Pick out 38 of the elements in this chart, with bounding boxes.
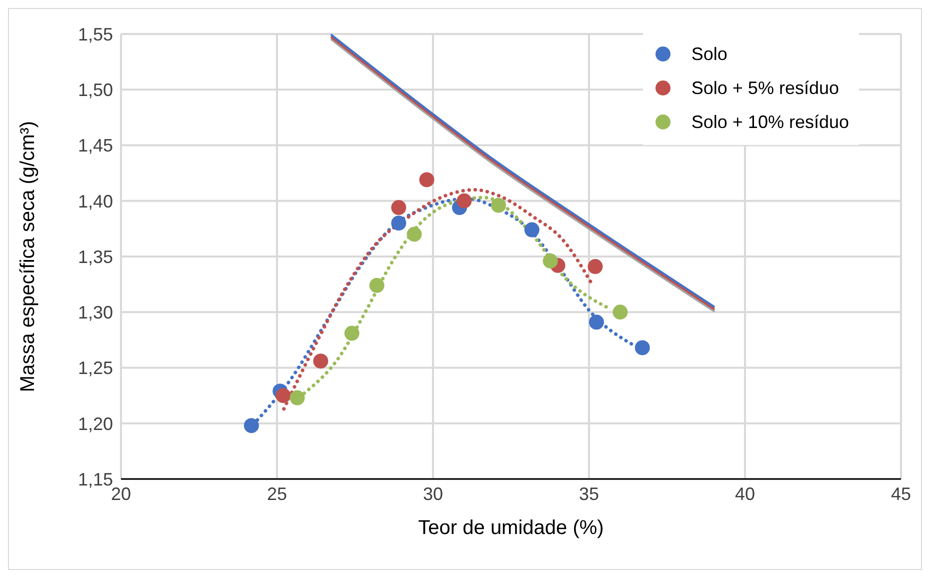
y-tick-label: 1,55 xyxy=(78,24,113,44)
x-axis-title: Teor de umidade (%) xyxy=(418,517,604,539)
y-axis-title: Massa específica seca (g/cm³) xyxy=(17,120,40,392)
point xyxy=(634,340,650,356)
y-tick-label: 1,25 xyxy=(78,358,113,378)
point xyxy=(456,193,472,208)
point xyxy=(406,226,422,242)
point xyxy=(491,198,506,213)
y-tick-label: 1,20 xyxy=(78,414,113,434)
x-tick-label: 45 xyxy=(890,484,912,504)
y-tick-label: 1,50 xyxy=(78,80,113,100)
point xyxy=(524,222,540,238)
x-tick-label: 25 xyxy=(266,484,288,504)
y-tick-label: 1,15 xyxy=(78,469,113,490)
y-tick-label: 1,35 xyxy=(78,246,113,267)
point xyxy=(612,304,628,320)
point xyxy=(369,278,384,293)
y-tick-label: 1,45 xyxy=(78,136,113,156)
point xyxy=(419,172,434,188)
point xyxy=(276,388,291,404)
point xyxy=(542,253,558,268)
legend-label: Solo xyxy=(691,44,728,64)
point xyxy=(244,418,259,434)
x-tick-label: 35 xyxy=(578,484,600,504)
x-tick-label: 20 xyxy=(110,484,132,504)
point xyxy=(344,326,360,341)
point xyxy=(588,259,603,274)
point xyxy=(391,200,406,216)
point xyxy=(290,390,305,406)
y-tick-label: 1,40 xyxy=(78,191,113,212)
x-tick-label: 30 xyxy=(422,484,444,504)
y-tick-label: 1,30 xyxy=(78,302,113,323)
legend-label: Solo + 10% resíduo xyxy=(691,112,849,132)
legend-label: Solo + 5% resíduo xyxy=(691,78,839,98)
point xyxy=(313,354,328,369)
point xyxy=(588,314,604,330)
point xyxy=(391,216,406,231)
x-tick-label: 40 xyxy=(734,484,756,504)
